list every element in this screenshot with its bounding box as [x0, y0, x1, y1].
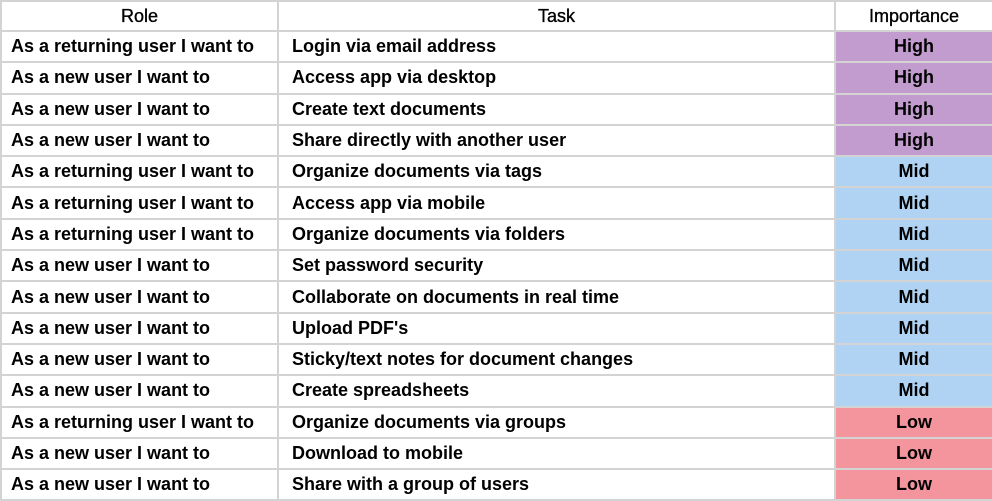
- role-cell: As a new user I want to: [0, 249, 279, 283]
- importance-cell: Mid: [834, 374, 992, 408]
- table-row: As a returning user I want to Access app …: [0, 186, 992, 220]
- table-row: As a returning user I want to Organize do…: [0, 155, 992, 189]
- table-row: As a new user I want to Upload PDF's Mid: [0, 311, 992, 345]
- table-row: As a returning user I want to Organize do…: [0, 217, 992, 252]
- importance-cell: Mid: [834, 155, 992, 189]
- table-row: As a new user I want to Collaborate on do…: [0, 280, 992, 314]
- importance-cell: Low: [834, 468, 992, 501]
- role-cell: As a new user I want to: [0, 374, 279, 408]
- task-cell: Login via email address: [277, 29, 836, 64]
- task-cell: Share directly with another user: [277, 123, 836, 158]
- table-row: As a new user I want to Access app via de…: [0, 61, 992, 95]
- role-cell: As a new user I want to: [0, 280, 279, 314]
- importance-cell: Low: [834, 436, 992, 471]
- importance-cell: Mid: [834, 311, 992, 345]
- table-row: As a new user I want to Create text docum…: [0, 92, 992, 126]
- role-cell: As a returning user I want to: [0, 405, 279, 439]
- importance-cell: Mid: [834, 342, 992, 377]
- task-cell: Collaborate on documents in real time: [277, 280, 836, 314]
- role-cell: As a new user I want to: [0, 436, 279, 471]
- table-row: As a new user I want to Sticky/text notes…: [0, 342, 992, 377]
- role-cell: As a new user I want to: [0, 123, 279, 158]
- importance-cell: Mid: [834, 280, 992, 314]
- task-cell: Organize documents via tags: [277, 155, 836, 189]
- task-cell: Organize documents via folders: [277, 217, 836, 252]
- header-row: Role Task Importance: [0, 0, 992, 32]
- role-cell: As a new user I want to: [0, 61, 279, 95]
- role-cell: As a returning user I want to: [0, 186, 279, 220]
- importance-cell: Mid: [834, 249, 992, 283]
- task-cell: Sticky/text notes for document changes: [277, 342, 836, 377]
- task-cell: Share with a group of users: [277, 468, 836, 501]
- role-cell: As a new user I want to: [0, 92, 279, 126]
- task-cell: Create text documents: [277, 92, 836, 126]
- importance-cell: Low: [834, 405, 992, 439]
- role-cell: As a new user I want to: [0, 311, 279, 345]
- importance-cell: High: [834, 92, 992, 126]
- task-cell: Download to mobile: [277, 436, 836, 471]
- table-row: As a new user I want to Share with a grou…: [0, 468, 992, 501]
- table-row: As a new user I want to Create spreadshee…: [0, 374, 992, 408]
- task-cell: Set password security: [277, 249, 836, 283]
- importance-column-header: Importance: [834, 0, 992, 32]
- task-column-header: Task: [277, 0, 836, 32]
- task-cell: Create spreadsheets: [277, 374, 836, 408]
- role-cell: As a returning user I want to: [0, 29, 279, 64]
- importance-cell: High: [834, 123, 992, 158]
- role-cell: As a returning user I want to: [0, 155, 279, 189]
- importance-cell: Mid: [834, 217, 992, 252]
- importance-cell: High: [834, 29, 992, 64]
- task-cell: Access app via mobile: [277, 186, 836, 220]
- table-row: As a returning user I want to Login via e…: [0, 29, 992, 64]
- task-cell: Upload PDF's: [277, 311, 836, 345]
- importance-cell: Mid: [834, 186, 992, 220]
- task-cell: Access app via desktop: [277, 61, 836, 95]
- importance-cell: High: [834, 61, 992, 95]
- role-cell: As a new user I want to: [0, 342, 279, 377]
- table-body: As a returning user I want to Login via e…: [0, 29, 992, 501]
- role-column-header: Role: [0, 0, 279, 32]
- role-cell: As a returning user I want to: [0, 217, 279, 252]
- table-header: Role Task Importance: [0, 0, 992, 32]
- table-row: As a new user I want to Download to mobil…: [0, 436, 992, 471]
- table-row: As a new user I want to Set password secu…: [0, 249, 992, 283]
- table-row: As a new user I want to Share directly wi…: [0, 123, 992, 158]
- task-cell: Organize documents via groups: [277, 405, 836, 439]
- role-cell: As a new user I want to: [0, 468, 279, 501]
- table-row: As a returning user I want to Organize do…: [0, 405, 992, 439]
